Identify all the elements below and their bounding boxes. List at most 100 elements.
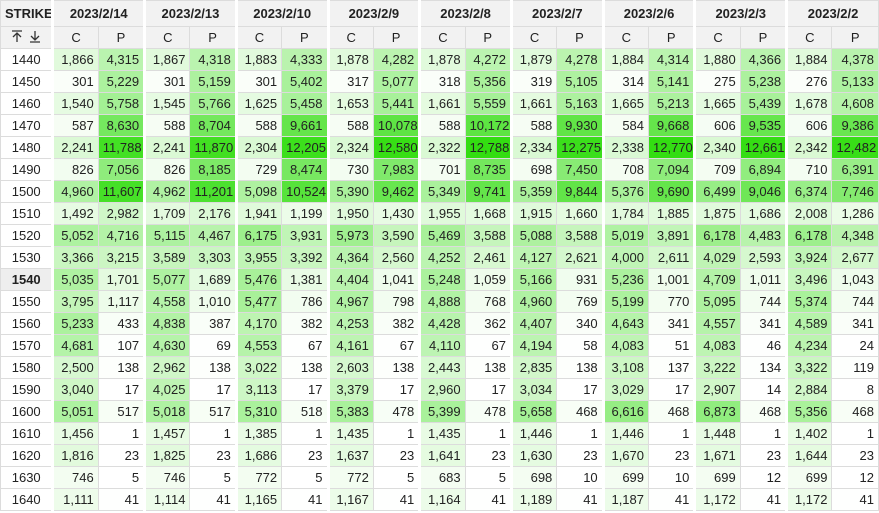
put-cell: 69 [189,334,237,357]
put-cell: 9,661 [281,114,329,137]
call-cell: 5,088 [509,224,558,247]
put-cell: 5,559 [464,92,512,115]
put-cell: 341 [739,312,788,335]
type-header: C [143,26,191,49]
put-cell: 387 [189,312,237,335]
call-cell: 1,884 [785,48,833,71]
put-cell: 1,011 [739,268,788,291]
call-cell: 1,446 [509,422,558,445]
call-cell: 3,108 [601,356,650,379]
call-cell: 3,379 [326,378,374,401]
put-cell: 4,272 [464,48,512,71]
put-cell: 798 [372,290,421,313]
strike-cell: 1500 [0,180,54,203]
type-header: C [418,26,466,49]
put-cell: 11,788 [97,136,146,159]
table-row: 1460 1,540 5,758 1,545 5,766 1,625 5,458 1,653 5… [0,92,879,115]
put-cell: 46 [739,334,788,357]
call-cell: 4,838 [143,312,191,335]
call-cell: 588 [509,114,558,137]
put-cell: 17 [464,378,512,401]
call-cell: 1,880 [693,48,741,71]
put-cell: 5,159 [189,70,237,93]
put-cell: 3,588 [464,224,512,247]
call-cell: 5,248 [418,268,466,291]
call-cell: 4,960 [509,290,558,313]
put-cell: 5 [464,466,512,489]
call-cell: 3,113 [234,378,283,401]
call-cell: 2,603 [326,356,374,379]
put-cell: 9,046 [739,180,788,203]
sort-icons[interactable] [0,26,54,49]
put-cell: 1 [556,422,604,445]
call-cell: 6,499 [693,180,741,203]
table-row: 1470 587 8,630 588 8,704 588 9,661 588 10,078 588… [0,114,879,137]
put-cell: 12 [831,466,879,489]
call-cell: 4,364 [326,246,374,269]
put-cell: 107 [97,334,146,357]
put-cell: 1,059 [464,268,512,291]
call-cell: 5,035 [51,268,99,291]
put-cell: 4,282 [372,48,421,71]
put-cell: 3,392 [281,246,329,269]
call-cell: 2,960 [418,378,466,401]
put-cell: 41 [648,488,696,511]
put-cell: 3,588 [556,224,604,247]
call-cell: 1,709 [143,202,191,225]
call-cell: 2,008 [785,202,833,225]
call-cell: 5,166 [509,268,558,291]
strike-header: STRIKE [0,0,54,27]
call-cell: 4,630 [143,334,191,357]
type-header: C [509,26,558,49]
table-row: 1620 1,816 23 1,825 23 1,686 23 1,637 23 1,641 23 1… [0,444,879,467]
call-cell: 4,083 [601,334,650,357]
put-cell: 1,701 [97,268,146,291]
put-cell: 744 [739,290,788,313]
table-row: 1560 5,233 433 4,838 387 4,170 382 4,253 382 4,42… [0,312,879,335]
put-cell: 7,450 [556,158,604,181]
table-row: 1520 5,052 4,716 5,115 4,467 6,175 3,931 5,973 3… [0,224,879,247]
put-cell: 3,590 [372,224,421,247]
put-cell: 931 [556,268,604,291]
put-cell: 9,690 [648,180,696,203]
call-cell: 317 [326,70,374,93]
call-cell: 1,625 [234,92,283,115]
call-cell: 4,234 [785,334,833,357]
put-cell: 768 [464,290,512,313]
call-cell: 698 [509,466,558,489]
call-cell: 698 [509,158,558,181]
call-cell: 588 [418,114,466,137]
call-cell: 1,111 [51,488,99,511]
put-cell: 23 [648,444,696,467]
put-cell: 23 [831,444,879,467]
call-cell: 588 [326,114,374,137]
call-cell: 708 [601,158,650,181]
put-cell: 3,303 [189,246,237,269]
call-cell: 5,349 [418,180,466,203]
call-cell: 4,083 [693,334,741,357]
table-row: 1590 3,040 17 4,025 17 3,113 17 3,379 17 2,960 17 3… [0,378,879,401]
type-header: P [372,26,421,49]
type-header: P [556,26,604,49]
call-cell: 1,875 [693,202,741,225]
call-cell: 4,404 [326,268,374,291]
put-cell: 23 [97,444,146,467]
call-cell: 1,671 [693,444,741,467]
put-cell: 137 [648,356,696,379]
call-cell: 826 [51,158,99,181]
strike-cell: 1510 [0,202,54,225]
put-cell: 2,982 [97,202,146,225]
call-cell: 4,557 [693,312,741,335]
put-cell: 1,689 [189,268,237,291]
strike-cell: 1540 [0,268,54,291]
put-cell: 468 [739,400,788,423]
call-cell: 6,178 [693,224,741,247]
call-cell: 5,383 [326,400,374,423]
call-cell: 2,342 [785,136,833,159]
put-cell: 8,735 [464,158,512,181]
call-cell: 1,448 [693,422,741,445]
call-cell: 606 [693,114,741,137]
call-cell: 1,678 [785,92,833,115]
type-header: P [189,26,237,49]
